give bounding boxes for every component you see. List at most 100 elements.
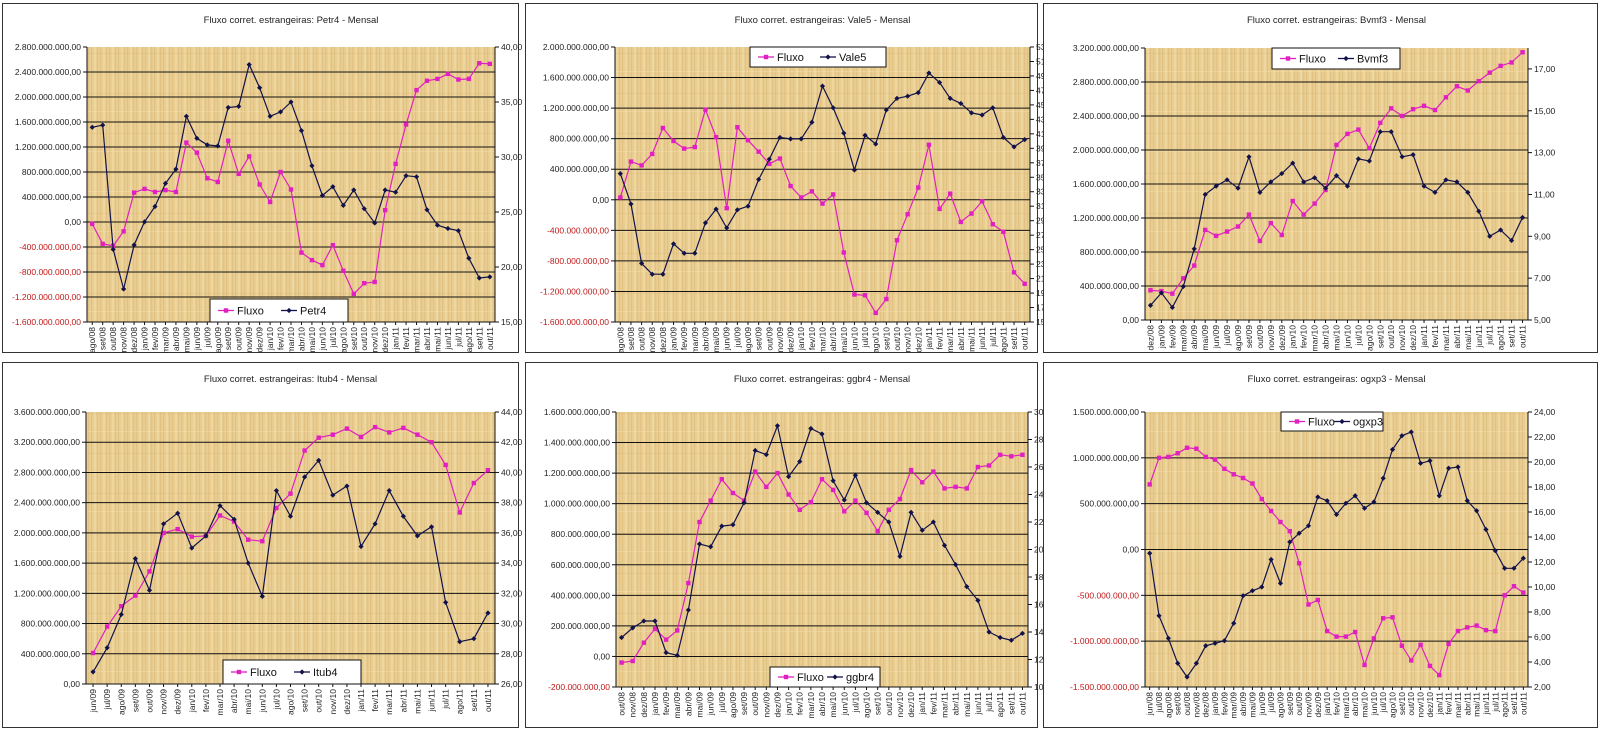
- fluxo-point: [808, 499, 814, 505]
- price-point: [863, 500, 870, 506]
- price-point: [414, 533, 421, 539]
- fluxo-point: [443, 462, 448, 468]
- price-point: [774, 423, 781, 429]
- x-tick-label: jul/09: [202, 327, 212, 349]
- right-tick-label: 6,00: [1534, 632, 1551, 642]
- chart-title: Fluxo corret. estrangeiras: Bvmf3 - Mens…: [1247, 15, 1426, 26]
- price-point: [173, 166, 179, 172]
- x-tick-label: nov/09: [159, 689, 169, 715]
- x-tick-label: ago/11: [995, 692, 1005, 718]
- fluxo-point: [864, 510, 869, 516]
- price-point: [1380, 475, 1386, 481]
- price-point: [1221, 638, 1228, 644]
- fluxo-point: [274, 505, 279, 511]
- price-point: [724, 225, 730, 231]
- price-point: [745, 203, 751, 209]
- x-tick-label: fev/09: [661, 692, 671, 715]
- price-point: [841, 497, 847, 503]
- fluxo-point: [1362, 662, 1367, 668]
- left-tick-label: 2.400.000.000,00: [1073, 111, 1139, 121]
- x-tick-label: jan/09: [669, 327, 679, 351]
- fluxo-point: [215, 179, 220, 185]
- x-tick-label: jul/09: [1266, 692, 1276, 714]
- fluxo-point: [777, 156, 783, 161]
- x-tick-label: ago/08: [1163, 692, 1173, 718]
- x-tick-label: nov/09: [1303, 692, 1313, 718]
- fluxo-point: [852, 292, 857, 297]
- x-tick-label: mar/09: [1229, 692, 1239, 719]
- price-point: [1322, 185, 1329, 191]
- fluxo-point: [1022, 281, 1027, 287]
- x-tick-label: jul/11: [441, 689, 451, 710]
- fluxo-point: [908, 467, 914, 473]
- left-tick-label: 400.000.000,00: [21, 649, 80, 659]
- x-tick-label: jan/09: [140, 327, 150, 351]
- x-tick-label: dez/09: [255, 327, 265, 353]
- left-tick-label: 400.000.000,00: [22, 192, 81, 202]
- fluxo-point: [745, 137, 751, 143]
- chart-title: Fluxo corret. estrangeiras: Itub4 - Mens…: [204, 374, 377, 385]
- price-point: [330, 492, 336, 498]
- fluxo-point: [1324, 628, 1330, 634]
- fluxo-point: [445, 71, 451, 77]
- right-tick-label: 8,00: [1534, 607, 1551, 617]
- fluxo-point: [797, 507, 802, 512]
- x-tick-label: fev/10: [1299, 325, 1309, 348]
- x-tick-label: nov/08: [647, 327, 657, 353]
- left-tick-label: 2.000.000.000,00: [15, 92, 81, 102]
- price-point: [785, 474, 792, 480]
- price-point: [386, 487, 392, 494]
- x-tick-label: jan/10: [1322, 692, 1332, 716]
- price-point: [1333, 511, 1340, 518]
- x-tick-label: jul/11: [1490, 692, 1500, 713]
- x-tick-label: mar/09: [1178, 325, 1188, 352]
- fluxo-point: [997, 452, 1003, 457]
- x-tick-label: abr/09: [1238, 692, 1248, 716]
- chart-panel-6: Fluxo corret. estrangeiras: ogxp3 - Mens…: [1043, 362, 1598, 728]
- left-tick-label: 0,00: [1122, 315, 1139, 325]
- chart-legend: Fluxo ggbr4: [769, 666, 881, 688]
- fluxo-point: [708, 498, 713, 503]
- right-tick-label: 20,00: [1534, 457, 1556, 467]
- x-tick-label: jan/11: [1419, 325, 1429, 349]
- x-tick-label: set/11: [1509, 692, 1519, 715]
- x-tick-label: mai/11: [1463, 325, 1473, 350]
- price-point: [1371, 499, 1377, 505]
- fluxo-point: [330, 242, 336, 248]
- price-point: [1191, 246, 1197, 252]
- x-tick-label: out/10: [1386, 325, 1396, 349]
- left-tick-label: 0,00: [592, 195, 609, 205]
- price-point: [225, 104, 231, 111]
- x-tick-label: out/10: [892, 327, 902, 351]
- fluxo-point: [142, 186, 147, 192]
- fluxo-point: [1356, 127, 1361, 132]
- legend-price-marker: [832, 674, 838, 680]
- x-tick-label: set/09: [223, 327, 233, 350]
- price-point: [443, 599, 449, 605]
- x-tick-label: ago/10: [286, 689, 296, 715]
- x-tick-label: nov/09: [1266, 325, 1276, 351]
- plot-area: [87, 47, 495, 322]
- legend-price-label: Bvmf3: [1357, 54, 1388, 66]
- x-tick-label: abr/11: [956, 327, 966, 351]
- chart-panel-1: Fluxo corret. estrangeiras: Petr4 - Mens…: [2, 3, 523, 353]
- fluxo-point: [1290, 198, 1295, 204]
- price-point: [344, 483, 350, 489]
- x-tick-label: nov/09: [761, 692, 771, 718]
- x-tick-label: fev/09: [1167, 325, 1177, 348]
- price-point: [862, 132, 868, 138]
- price-point: [1000, 134, 1006, 141]
- price-point: [267, 113, 273, 119]
- x-tick-label: abr/09: [700, 327, 710, 351]
- price-point: [875, 509, 881, 515]
- price-point: [382, 187, 388, 193]
- fluxo-point: [671, 138, 676, 144]
- price-point: [217, 503, 223, 509]
- right-tick-label: 34,00: [501, 558, 523, 568]
- left-tick-label: 200.000.000,00: [551, 621, 610, 631]
- fluxo-point: [1147, 482, 1152, 487]
- fluxo-point: [958, 219, 964, 225]
- fluxo-point: [1390, 615, 1395, 620]
- fluxo-point: [119, 603, 124, 609]
- price-point: [152, 203, 158, 210]
